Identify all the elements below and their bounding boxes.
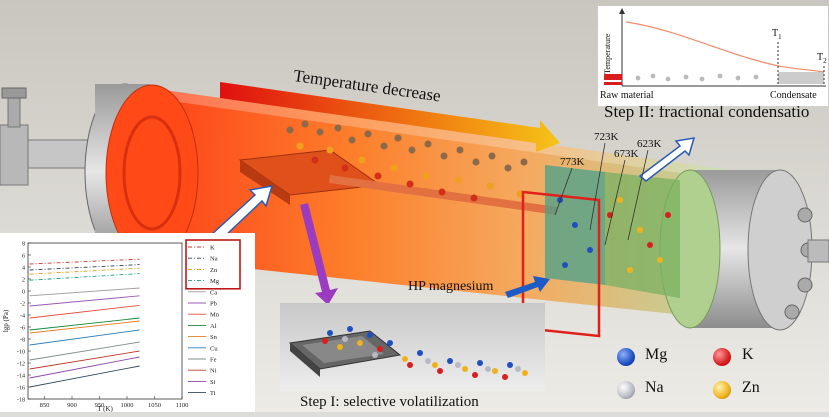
volatilization-inset xyxy=(280,303,545,391)
raw-material-label: Raw material xyxy=(600,90,654,101)
y-tick-label: 4 xyxy=(22,266,25,272)
na-legend-label: Na xyxy=(645,379,664,396)
legend-label-cu: Cu xyxy=(210,345,218,352)
y-tick-label: -16 xyxy=(17,386,25,392)
step1-label: Step I: selective volatilization xyxy=(300,394,479,410)
legend-label-pb: Pb xyxy=(210,301,217,308)
vapor-pressure-svg: 8 6 4 2 0 -2 -4 -6 -8 -10 -12 -14 -16 -18 850 900 950 100… xyxy=(2,239,241,412)
legend-label-mn: Mn xyxy=(210,312,220,319)
series-line-ni xyxy=(29,350,140,370)
step1-arrow xyxy=(300,203,338,305)
legend-label-fe: Fe xyxy=(210,357,217,364)
y-tick-label: -8 xyxy=(20,338,25,344)
legend-label-mg: Mg xyxy=(210,278,220,285)
zn-legend-dot xyxy=(713,381,731,399)
condensation-ylabel: Temperature xyxy=(603,33,612,74)
temperature-leaders xyxy=(554,142,649,246)
series-line-ti xyxy=(29,365,140,388)
y-tick-label: -2 xyxy=(20,302,25,308)
highlight-box xyxy=(185,239,241,290)
series-line-zn xyxy=(29,267,140,275)
mg-legend-label: Mg xyxy=(645,346,668,363)
temp-label-723: 723K xyxy=(594,131,619,143)
temp-label-673: 673K xyxy=(614,148,639,160)
y-axis-label: lgp (Pa) xyxy=(2,309,10,332)
vapor-particles xyxy=(286,120,528,202)
hp-magnesium-arrow xyxy=(505,276,550,298)
legend-label-si: Si xyxy=(210,379,216,386)
series-line-sn xyxy=(29,320,140,334)
y-tick-label: 0 xyxy=(22,290,25,296)
y-tick-label: -12 xyxy=(17,362,25,368)
series-line-mg xyxy=(29,273,140,281)
valve xyxy=(0,87,99,186)
y-tick-label: 6 xyxy=(22,254,25,260)
y-tick-label: -18 xyxy=(17,398,25,404)
zn-legend-label: Zn xyxy=(742,379,760,396)
temperature-decrease-arrow xyxy=(220,82,560,152)
hp-magnesium-label: HP magnesium xyxy=(408,279,494,294)
temp-label-623: 623K xyxy=(637,138,662,150)
x-tick-label: 850 xyxy=(40,402,50,409)
na-legend-dot xyxy=(617,381,635,399)
x-tick-label: 1100 xyxy=(176,402,189,409)
y-tick-label: -4 xyxy=(20,314,25,320)
left-end-cap xyxy=(84,83,199,262)
series-line-al xyxy=(29,317,140,331)
k-legend-label: K xyxy=(742,346,754,363)
step2-link-arrow xyxy=(638,137,696,182)
legend-label-ti: Ti xyxy=(210,390,216,397)
k-legend-dot xyxy=(713,348,731,366)
x-tick-label: 950 xyxy=(95,402,105,409)
temp-label-773: 773K xyxy=(560,156,585,168)
series-line-fe xyxy=(29,341,140,361)
condenser-section xyxy=(545,165,680,298)
step2-label: Step II: fractional condensatio xyxy=(604,102,810,121)
x-tick-label: 900 xyxy=(67,402,77,409)
condensation-zone-box xyxy=(521,190,601,338)
series-line-na xyxy=(29,264,140,271)
x-tick-label: 1050 xyxy=(148,402,161,409)
x-tick-label: 1000 xyxy=(121,402,134,409)
mg-legend-dot xyxy=(617,348,635,366)
legend-label-al: Al xyxy=(210,323,217,330)
y-tick-label: 8 xyxy=(22,242,25,248)
series-line-k xyxy=(29,258,140,265)
series-line-ca xyxy=(29,287,140,297)
series-line-pb xyxy=(29,295,140,307)
condensation-inset: Temperature T1 T2 Raw material Condensat… xyxy=(598,6,828,106)
legend-label-zn: Zn xyxy=(210,267,218,274)
legend-label-ni: Ni xyxy=(210,368,217,375)
y-tick-label: -10 xyxy=(17,350,25,356)
right-end-cap xyxy=(659,169,829,331)
series-line-mn xyxy=(29,304,140,319)
y-tick-label: -6 xyxy=(20,326,25,332)
condensate-label: Condensate xyxy=(770,90,817,101)
legend-label-sn: Sn xyxy=(210,334,218,341)
legend-label-na: Na xyxy=(210,256,218,263)
legend-label-k: K xyxy=(210,245,215,252)
y-tick-label: 2 xyxy=(22,278,25,284)
plot-frame xyxy=(27,242,183,400)
x-axis-label: T (K) xyxy=(97,405,113,412)
series-line-si xyxy=(29,356,140,379)
series-line-cu xyxy=(29,329,140,346)
vapor-pressure-chart: 8 6 4 2 0 -2 -4 -6 -8 -10 -12 -14 -16 -18 850 900 950 100… xyxy=(0,233,255,412)
t2-label: T2 xyxy=(817,52,827,65)
y-tick-label: -14 xyxy=(17,374,25,380)
t1-label: T1 xyxy=(772,28,782,41)
legend-label-ca: Ca xyxy=(210,289,217,296)
